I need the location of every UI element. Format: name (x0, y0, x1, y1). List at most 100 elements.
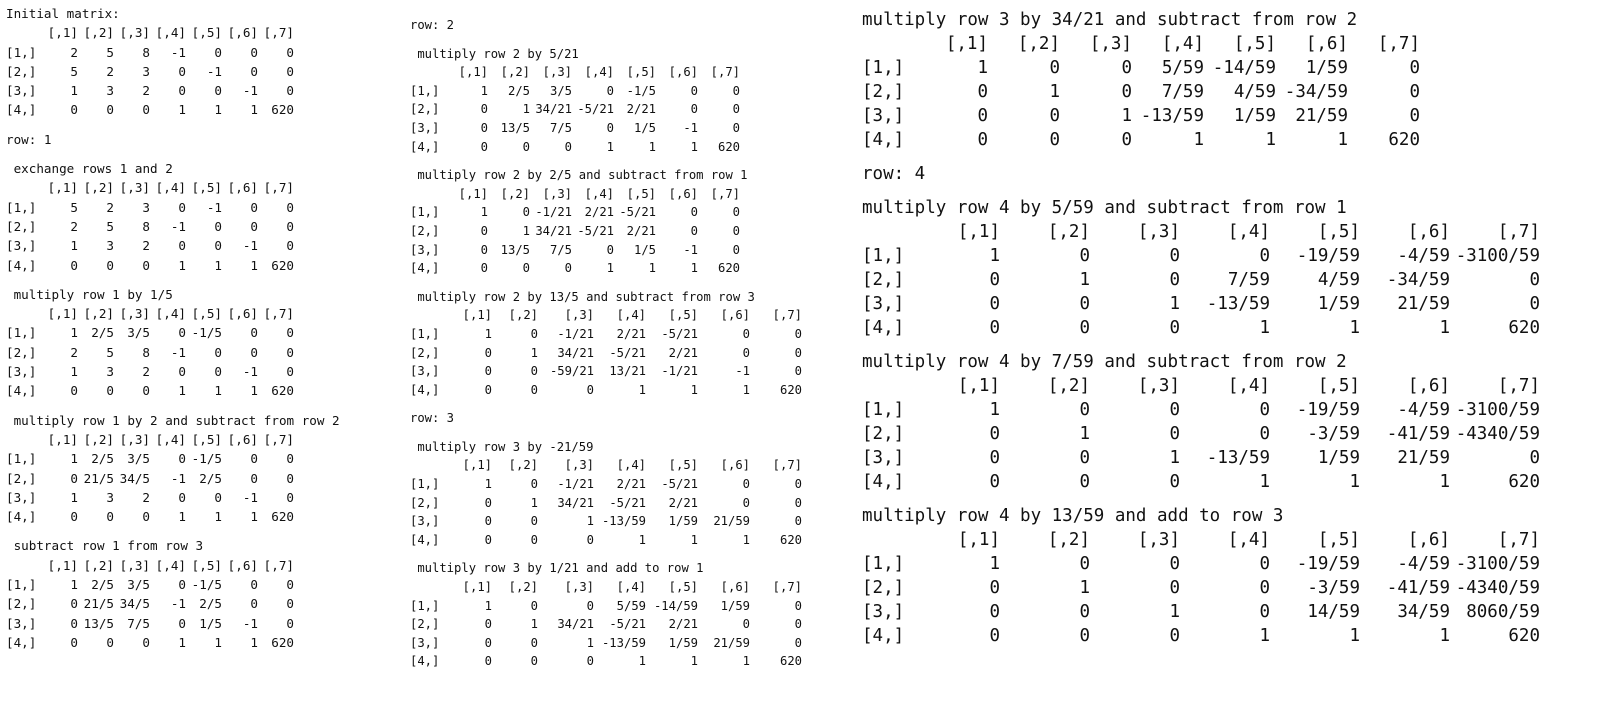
matrix-cell: 0 (250, 451, 258, 467)
column-header: [,2] (500, 65, 530, 80)
matrix-cell: 0 (977, 82, 988, 102)
column-header: [,3] (1137, 376, 1180, 396)
matrix-cell: 1 (1439, 626, 1450, 646)
matrix-cell: 0 (1079, 626, 1090, 646)
matrix-cell: 1 (178, 257, 186, 273)
matrix-cell: 5 (70, 63, 78, 79)
matrix-cell: 0 (484, 364, 492, 379)
column-header: [,4] (1227, 530, 1270, 550)
matrix-cell: 0 (178, 238, 186, 254)
column-header: [,1] (47, 306, 78, 322)
row-header: [3,] (410, 120, 440, 135)
column-header: [,2] (83, 431, 114, 447)
matrix-cell: 0 (250, 470, 258, 486)
step-title: multiply row 2 by 5/21 (410, 46, 579, 61)
step-title: multiply row 4 by 13/59 and add to row 3 (862, 506, 1284, 526)
matrix-cell: -3/59 (1307, 424, 1360, 444)
matrix-cell: 0 (977, 106, 988, 126)
matrix-cell: 34/21 (557, 617, 594, 632)
matrix-block: multiply row 2 by 2/5 and subtract from … (410, 156, 840, 278)
matrix-cell: 1 (989, 554, 1000, 574)
matrix-cell: 2 (70, 44, 78, 60)
matrix-cell: 8 (142, 44, 150, 60)
matrix-cell: 0 (250, 199, 258, 215)
matrix-cell: 0 (70, 634, 78, 650)
matrix-cell: 1 (690, 139, 698, 154)
row-header: [3,] (410, 635, 440, 650)
spacer (6, 526, 396, 536)
matrix-cell: 620 (271, 102, 294, 118)
matrix-cell: -1 (170, 470, 186, 486)
row-label: row: 2 (410, 18, 455, 32)
matrix-cell: 0 (732, 223, 740, 238)
column-header: [,4] (1161, 34, 1204, 54)
matrix-cell: 0 (1259, 400, 1270, 420)
matrix-cell: 0 (480, 242, 488, 257)
matrix-cell: 21/59 (1397, 448, 1450, 468)
matrix-cell: 0 (286, 615, 294, 631)
spacer (410, 549, 840, 559)
matrix-cell: 0 (794, 364, 802, 379)
matrix-cell: 34/59 (1397, 602, 1450, 622)
column-header: [,2] (1047, 222, 1090, 242)
matrix-cell: 0 (1529, 294, 1540, 314)
matrix-cell: 5/59 (1161, 58, 1204, 78)
matrix-cell: 0 (1049, 58, 1060, 78)
matrix-block: multiply row 1 by 2 and subtract from ro… (6, 401, 396, 527)
column-header: [,6] (227, 25, 258, 41)
column-header: [,2] (508, 308, 538, 323)
row-header: [2,] (862, 578, 905, 598)
matrix-cell: 620 (779, 382, 802, 397)
matrix-corner (6, 304, 42, 323)
matrix-cell: 0 (1169, 472, 1180, 492)
matrix-cell: -1 (170, 44, 186, 60)
matrix-cell: 1 (1349, 626, 1360, 646)
matrix-cell: 0 (480, 102, 488, 117)
matrix-cell: 0 (1259, 554, 1270, 574)
matrix-cell: 0 (1079, 472, 1090, 492)
matrix-cell: 1 (484, 598, 492, 613)
matrix-cell: 1/59 (668, 635, 698, 650)
matrix-cell: 0 (178, 577, 186, 593)
matrix-cell: 1 (586, 514, 594, 529)
row-header: [3,] (6, 238, 37, 254)
matrix-cell: 0 (178, 451, 186, 467)
row-header: [3,] (862, 602, 905, 622)
matrix-cell: 1 (522, 102, 530, 117)
matrix-cell: -4340/59 (1455, 424, 1540, 444)
column-header: [,2] (1047, 376, 1090, 396)
matrix-cell: 0 (1169, 318, 1180, 338)
column-header: [,7] (263, 431, 294, 447)
spacer (6, 149, 396, 159)
column-header: [,7] (1377, 34, 1420, 54)
matrix-cell: 1 (586, 635, 594, 650)
matrix-cell: 1 (1439, 472, 1450, 492)
matrix-cell: 0 (214, 344, 222, 360)
matrix-cell: 0 (286, 596, 294, 612)
matrix-cell: 0 (214, 364, 222, 380)
matrix-cell: -19/59 (1296, 400, 1360, 420)
column-header: [,1] (47, 431, 78, 447)
matrix-corner (862, 220, 910, 244)
matrix-cell: 0 (732, 102, 740, 117)
matrix-cell: -1 (170, 218, 186, 234)
matrix-cell: -4340/59 (1455, 578, 1540, 598)
matrix-cell: 13/5 (83, 615, 114, 631)
matrix-cell: 1/59 (720, 598, 750, 613)
matrix-cell: 620 (271, 509, 294, 525)
matrix-cell: 0 (484, 635, 492, 650)
matrix-cell: -4/59 (1397, 554, 1450, 574)
matrix-cell: 13/5 (500, 242, 530, 257)
matrix-cell: -19/59 (1296, 246, 1360, 266)
matrix-table: [,1] [,2] [,3] [,4] [,5] [,6] [,7] [1,] 1 0 0 5/59-… (862, 32, 1592, 152)
matrix-cell: 0 (178, 364, 186, 380)
matrix-cell: 0 (1169, 626, 1180, 646)
matrix-cell: 34/21 (557, 345, 594, 360)
matrix-cell: 2/5 (91, 325, 114, 341)
matrix-cell: 0 (484, 382, 492, 397)
matrix-cell: 1 (606, 139, 614, 154)
matrix-cell: -1 (170, 596, 186, 612)
column-header: [,2] (508, 458, 538, 473)
matrix-cell: -13/59 (1206, 294, 1270, 314)
matrix-cell: -1/21 (661, 364, 698, 379)
